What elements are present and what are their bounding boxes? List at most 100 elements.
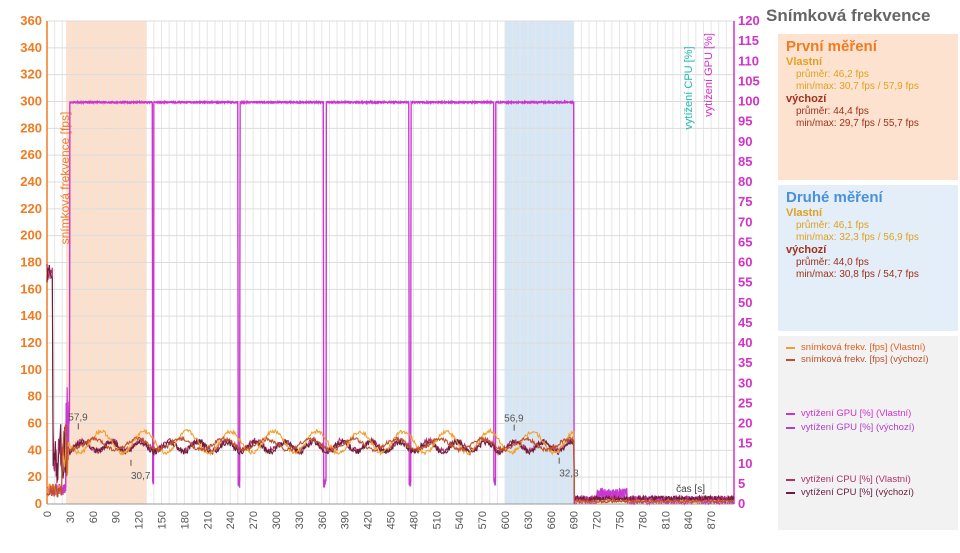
- y-right-tick-label: 30: [738, 375, 752, 390]
- y-right-tick-label: 0: [738, 496, 745, 511]
- y-left-tick-label: 220: [20, 201, 42, 216]
- legend-swatch: [786, 412, 795, 415]
- legend-label: snímková frekv. [fps] (Vlastní): [801, 342, 926, 353]
- second-measurement-heading: Druhé měření: [786, 189, 883, 206]
- y-right-tick-label: 80: [738, 174, 752, 189]
- y-right-tick-label: 40: [738, 335, 752, 350]
- second-measurement-panel: Druhé měření Vlastní průměr: 46,1 fps mi…: [778, 185, 958, 331]
- y-left-tick-label: 300: [20, 94, 42, 109]
- legend-label: vytížení CPU [%] (výchozí): [801, 487, 914, 498]
- x-tick-label: 720: [592, 511, 604, 529]
- y-left-tick-label: 120: [20, 335, 42, 350]
- y-right-tick-label: 100: [738, 94, 760, 109]
- x-axis-label: čas [s]: [676, 484, 705, 495]
- x-tick-label: 90: [111, 511, 123, 523]
- second-vychozi-title: výchozí: [786, 244, 827, 256]
- x-tick-label: 360: [317, 511, 329, 529]
- legend-swatch: [786, 478, 795, 481]
- first-vychozi-avg: průměr: 44,4 fps: [796, 106, 869, 117]
- y-right-axis-label-cpu: vytížení CPU [%]: [683, 46, 695, 129]
- legend-swatch: [786, 346, 795, 349]
- legend-label: vytížení GPU [%] (výchozí): [801, 422, 915, 433]
- y-left-tick-label: 20: [28, 469, 42, 484]
- x-tick-label: 300: [271, 511, 283, 529]
- second-vychozi-avg: průměr: 44,0 fps: [796, 257, 869, 268]
- y-right-tick-label: 55: [738, 275, 752, 290]
- y-right-tick-label: 90: [738, 134, 752, 149]
- y-left-tick-label: 200: [20, 228, 42, 243]
- x-tick-label: 150: [157, 511, 169, 529]
- y-right-tick-label: 70: [738, 214, 752, 229]
- y-left-tick-label: 0: [35, 496, 42, 511]
- second-vlastni-title: Vlastní: [786, 207, 823, 219]
- y-left-axis-label: snímková frekvence [fps]: [58, 112, 72, 245]
- legend-item-cpu-vlastni: vytížení CPU [%] (Vlastní): [786, 474, 911, 485]
- y-left-tick-label: 360: [20, 13, 42, 28]
- legend-panel: snímková frekv. [fps] (Vlastní) snímková…: [778, 336, 958, 530]
- y-left-tick-label: 160: [20, 281, 42, 296]
- y-left-tick-label: 100: [20, 362, 42, 377]
- series-line-fps: [46, 424, 735, 505]
- x-tick-label: 510: [431, 511, 443, 529]
- y-right-tick-label: 50: [738, 295, 752, 310]
- annotation-label: 56,9: [504, 414, 524, 425]
- x-tick-label: 630: [523, 511, 535, 529]
- first-vychozi-title: výchozí: [786, 93, 827, 105]
- x-tick-label: 660: [546, 511, 558, 529]
- legend-swatch: [786, 426, 795, 429]
- x-tick-label: 750: [615, 511, 627, 529]
- x-tick-label: 30: [65, 511, 77, 523]
- x-tick-label: 690: [569, 511, 581, 529]
- second-vychozi-minmax: min/max: 30,8 fps / 54,7 fps: [796, 269, 919, 280]
- y-left-tick-label: 180: [20, 255, 42, 270]
- y-right-tick-label: 110: [738, 53, 759, 68]
- x-tick-label: 180: [179, 511, 191, 529]
- x-tick-label: 780: [637, 511, 649, 529]
- y-right-tick-label: 115: [738, 33, 759, 48]
- x-tick-label: 540: [454, 511, 466, 529]
- y-right-tick-label: 105: [738, 73, 760, 88]
- x-tick-label: 210: [202, 511, 214, 529]
- y-left-tick-label: 40: [28, 442, 42, 457]
- x-tick-label: 450: [386, 511, 398, 529]
- x-tick-label: 420: [363, 511, 375, 529]
- y-left-tick-label: 260: [20, 147, 42, 162]
- x-tick-label: 390: [340, 511, 352, 529]
- x-tick-label: 840: [683, 511, 695, 529]
- y-left-tick-label: 140: [20, 308, 42, 323]
- first-measurement-heading: První měření: [786, 38, 877, 55]
- y-right-tick-label: 95: [738, 114, 752, 129]
- annotation-label: 30,7: [131, 471, 151, 482]
- y-left-tick-label: 340: [20, 40, 42, 55]
- x-tick-label: 600: [500, 511, 512, 529]
- annotation-label: 32,3: [559, 469, 579, 480]
- legend-item-gpu-vlastni: vytížení GPU [%] (Vlastní): [786, 408, 911, 419]
- legend-item-gpu-vychozi: vytížení GPU [%] (výchozí): [786, 422, 915, 433]
- legend-item-fps-vlastni: snímková frekv. [fps] (Vlastní): [786, 342, 925, 353]
- y-right-tick-label: 25: [738, 395, 752, 410]
- y-right-tick-label: 20: [738, 416, 752, 431]
- legend-label: snímková frekv. [fps] (výchozí): [801, 354, 929, 365]
- y-right-axis-label-gpu: vytížení GPU [%]: [703, 33, 715, 117]
- y-left-tick-label: 80: [28, 389, 42, 404]
- legend-label: vytížení GPU [%] (Vlastní): [801, 408, 912, 419]
- y-right-tick-label: 15: [738, 436, 752, 451]
- legend-item-fps-vychozi: snímková frekv. [fps] (výchozí): [786, 354, 929, 365]
- x-tick-label: 330: [294, 511, 306, 529]
- legend-swatch: [786, 491, 795, 494]
- x-tick-label: 810: [660, 511, 672, 529]
- x-tick-label: 240: [225, 511, 237, 529]
- x-tick-label: 270: [248, 511, 260, 529]
- y-left-tick-label: 60: [28, 416, 42, 431]
- y-right-tick-label: 85: [738, 154, 752, 169]
- x-tick-label: 0: [42, 511, 54, 517]
- first-vlastni-minmax: min/max: 30,7 fps / 57,9 fps: [796, 81, 919, 92]
- x-tick-label: 870: [706, 511, 718, 529]
- grid: [46, 20, 735, 505]
- y-right-tick-label: 10: [738, 456, 752, 471]
- chart-title: Snímková frekvence: [766, 6, 931, 25]
- legend-item-cpu-vychozi: vytížení CPU [%] (výchozí): [786, 487, 914, 498]
- first-vlastni-title: Vlastní: [786, 56, 823, 68]
- y-right-tick-label: 120: [738, 13, 760, 28]
